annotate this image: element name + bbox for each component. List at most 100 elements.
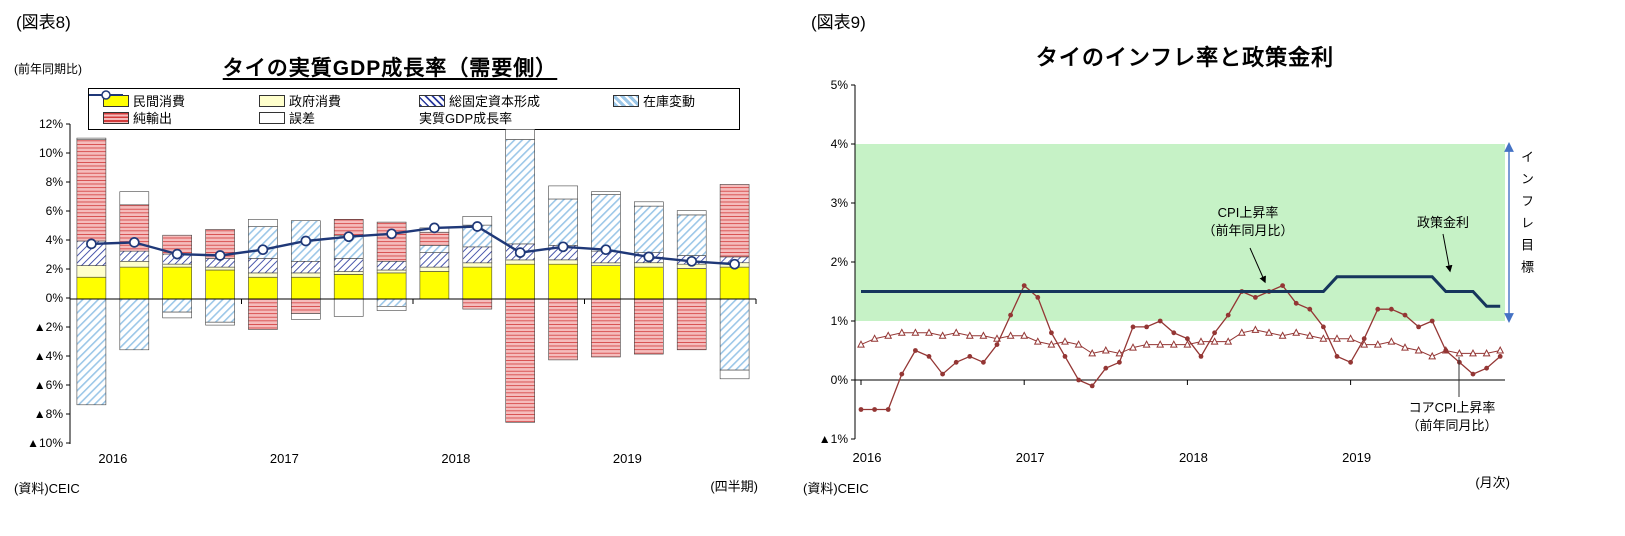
dot-marker <box>1253 295 1258 300</box>
triangle-marker <box>1333 334 1341 342</box>
dot-marker <box>953 359 959 365</box>
legend-item: 政府消費 <box>259 92 419 109</box>
bar-segment <box>290 298 321 314</box>
triangle-marker <box>1292 328 1301 336</box>
legend-item: 在庫変動 <box>613 92 735 109</box>
line-marker <box>171 248 183 260</box>
bar-segment <box>633 262 664 268</box>
y-tick-label: ▲2% <box>34 320 64 334</box>
year-label: 2018 <box>441 451 470 466</box>
bar-segment <box>76 137 107 140</box>
legend-label: 民間消費 <box>133 94 186 109</box>
dot-marker <box>926 354 932 359</box>
bar-segment <box>591 262 621 266</box>
triangle-marker <box>1251 325 1260 333</box>
bar-segment <box>376 305 407 311</box>
bar-segment <box>248 276 278 300</box>
triangle-marker <box>1360 340 1369 348</box>
gdp-y-axis: 12% 10% 8% 6% 4% 2% 0% ▲2% ▲4% ▲6% ▲8% ▲10% <box>27 117 71 450</box>
triangle-marker <box>1020 331 1029 339</box>
core-cpi-line <box>857 325 1505 360</box>
gdp-growth-line <box>86 221 740 270</box>
bar-segment <box>248 298 278 330</box>
triangle-marker <box>1033 337 1042 345</box>
bar-segment <box>419 266 450 272</box>
triangle-marker <box>1401 343 1409 351</box>
bar-segment <box>119 250 150 262</box>
y-tick-label: 3% <box>831 196 849 210</box>
y-tick-label: 5% <box>831 78 849 92</box>
dot-marker <box>1484 365 1489 371</box>
bar-segment <box>248 272 278 278</box>
y-tick-label: ▲6% <box>34 378 64 392</box>
figure-label-8: (図表8) <box>16 13 71 32</box>
y-tick-label: 2% <box>831 255 849 269</box>
bar-segment <box>205 266 235 271</box>
y-tick-label: 6% <box>46 204 64 218</box>
inflation-chart-title: タイのインフレ率と政策金利 <box>1035 45 1335 70</box>
bar-segment <box>76 265 107 278</box>
gdp-bars <box>76 129 750 423</box>
bar-segment <box>119 298 150 351</box>
bar-segment <box>591 298 621 358</box>
triangle-marker <box>897 328 906 336</box>
line-marker <box>257 244 269 256</box>
dot-marker <box>1375 306 1381 312</box>
dot-marker <box>1089 383 1095 389</box>
triangle-marker <box>870 334 879 342</box>
dot-marker <box>1321 324 1326 330</box>
triangle-marker <box>1414 346 1423 354</box>
line-marker <box>514 247 526 258</box>
gdp-chart-title: タイの実質GDP成長率（需要側） <box>222 57 558 80</box>
line-marker <box>471 221 483 232</box>
line-marker <box>86 238 97 250</box>
dot-marker <box>981 359 986 365</box>
bar-segment <box>76 298 107 406</box>
bar-segment <box>676 214 707 256</box>
bar-segment <box>633 266 664 300</box>
line-marker <box>729 258 740 270</box>
triangle-marker <box>952 328 961 336</box>
bar-segment <box>376 221 407 262</box>
line-marker <box>128 237 140 248</box>
dot-marker <box>1062 354 1068 359</box>
bar-segment <box>591 265 621 300</box>
year-label: 2018 <box>1179 450 1208 465</box>
y-tick-label: 2% <box>46 262 64 276</box>
inflation-chart-panel: (図表9) タイのインフレ率と政策金利 5% 4% 3% 2% 1% 0% ▲1% 2016 2… <box>795 0 1625 536</box>
year-label: 2019 <box>1342 450 1371 465</box>
line-marker <box>386 228 397 240</box>
triangle-marker <box>1006 331 1015 339</box>
bar-segment <box>591 191 621 195</box>
triangle-marker <box>1210 337 1219 345</box>
bar-segment <box>248 258 278 274</box>
bar-segment <box>419 232 450 246</box>
triangle-marker <box>1142 340 1151 348</box>
dot-marker <box>1307 306 1313 312</box>
line-marker <box>343 231 355 243</box>
bar-segment <box>462 298 493 310</box>
gdp-legend: 民間消費 政府消費 総固定資本形成 在庫変動 純輸出 誤差 実質GDP成長率 <box>88 88 740 130</box>
bar-segment <box>290 313 321 320</box>
line-marker <box>300 235 312 247</box>
dot-marker <box>885 407 891 412</box>
dot-marker <box>1334 354 1340 359</box>
bar-segment <box>205 298 235 323</box>
cpi-annotation: CPI上昇率 （前年同月比） <box>1202 205 1294 238</box>
year-label: 2016 <box>853 450 882 465</box>
dot-marker <box>1049 330 1054 336</box>
dot-marker <box>1117 359 1122 365</box>
triangle-marker <box>857 340 865 348</box>
bar-segment <box>290 272 321 278</box>
triangle-marker <box>1278 331 1287 339</box>
bar-segment <box>419 252 450 268</box>
bar-segment <box>205 269 235 300</box>
dot-marker <box>1348 359 1353 365</box>
monthly-note: (月次) <box>1475 475 1510 490</box>
dot-marker <box>1021 283 1027 288</box>
bar-segment <box>333 271 364 275</box>
gdp-chart-plot: 12% 10% 8% 6% 4% 2% 0% ▲2% ▲4% ▲6% ▲8% ▲10% 2016 2017… <box>27 117 757 466</box>
triangle-marker <box>938 331 947 339</box>
bar-segment <box>462 266 493 300</box>
dot-marker <box>1389 306 1394 312</box>
